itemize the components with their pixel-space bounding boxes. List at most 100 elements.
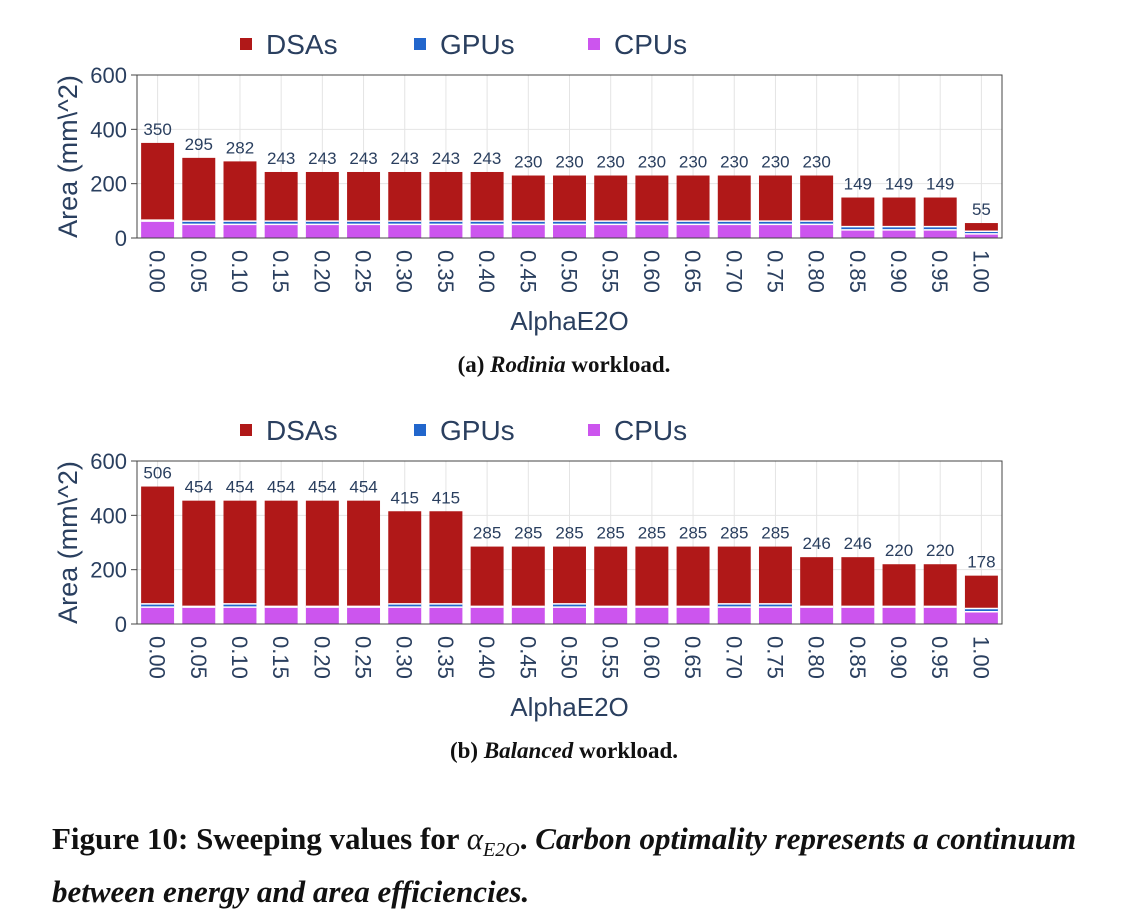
bar-segment-gpus	[717, 603, 751, 608]
bar-segment-dsas	[717, 546, 751, 604]
bar-segment-gpus	[264, 221, 298, 225]
bar-segment-cpus	[676, 607, 710, 624]
bar-total-label: 230	[802, 153, 830, 172]
bar-segment-cpus	[470, 224, 504, 238]
bar-segment-dsas	[800, 557, 834, 607]
y-tick-label: 0	[115, 612, 127, 637]
bar-total-label: 506	[143, 464, 171, 483]
rodinia-area-chart: DSAs GPUs CPUs 0 200 400 600 350 0.00 295 0.05 282 0…	[53, 29, 1003, 336]
bar-total-label: 149	[844, 175, 872, 194]
bar-segment-cpus	[717, 607, 751, 624]
bar-total-label: 285	[555, 524, 583, 543]
bar-total-label: 230	[761, 153, 789, 172]
x-tick-label: 0.00	[145, 636, 170, 679]
bar-total-label: 246	[844, 534, 872, 553]
bar-segment-gpus	[141, 603, 175, 608]
bar-segment-gpus	[841, 226, 875, 230]
bar-segment-dsas	[923, 564, 957, 607]
bar-segment-dsas	[429, 171, 463, 222]
bar-total-label: 285	[679, 524, 707, 543]
bar-segment-gpus	[758, 603, 792, 608]
bar-segment-dsas	[305, 500, 339, 607]
bar-segment-gpus	[223, 221, 257, 225]
x-tick-label: 0.90	[886, 250, 911, 293]
legend-label-dsas: DSAs	[266, 415, 338, 446]
x-tick-label: 0.30	[392, 636, 417, 679]
x-tick-label: 0.80	[804, 250, 829, 293]
legend-label-gpus: GPUs	[440, 29, 515, 60]
bar-segment-cpus	[800, 607, 834, 624]
bar-segment-dsas	[511, 175, 545, 222]
bar-segment-cpus	[553, 607, 586, 624]
x-tick-label: 0.35	[433, 636, 458, 679]
bar-segment-cpus	[182, 607, 216, 624]
bar-segment-gpus	[594, 221, 628, 225]
legend-label-gpus: GPUs	[440, 415, 515, 446]
figure-caption-alpha-sub: E2O	[483, 839, 520, 862]
bar-segment-cpus	[964, 233, 998, 238]
bar-segment-gpus	[388, 221, 422, 225]
bar-segment-cpus	[305, 224, 339, 238]
caption-b-suffix: workload.	[573, 738, 679, 763]
bar-segment-cpus	[223, 224, 257, 238]
x-axis-title: AlphaE2O	[510, 306, 629, 336]
x-tick-label: 0.70	[721, 250, 746, 293]
bar-segment-gpus	[717, 221, 751, 225]
bar-segment-gpus	[553, 221, 586, 225]
y-tick-label: 600	[90, 449, 127, 474]
bar-segment-gpus	[800, 221, 834, 225]
bar-segment-dsas	[388, 511, 422, 604]
bar-segment-dsas	[429, 511, 463, 604]
x-tick-label: 0.15	[268, 636, 293, 679]
x-tick-label: 0.95	[927, 250, 952, 293]
bar-segment-dsas	[758, 546, 792, 604]
x-tick-label: 0.25	[351, 636, 376, 679]
bar-segment-dsas	[594, 546, 628, 607]
figure-caption-italic: Carbon optimality represents a continuum…	[52, 821, 1077, 910]
bar-segment-dsas	[923, 197, 957, 227]
x-tick-label: 1.00	[968, 636, 993, 679]
bar-total-label: 295	[185, 135, 213, 154]
x-tick-label: 0.40	[474, 250, 499, 293]
bar-total-label: 282	[226, 138, 254, 157]
bar-segment-dsas	[141, 142, 175, 221]
bar-segment-cpus	[758, 607, 792, 624]
bar-total-label: 454	[267, 478, 295, 497]
legend-label-dsas: DSAs	[266, 29, 338, 60]
bar-segment-cpus	[511, 224, 545, 238]
bar-segment-dsas	[470, 546, 504, 607]
x-tick-label: 0.45	[515, 636, 540, 679]
bar-segment-cpus	[923, 607, 957, 624]
figure-caption-separator: .	[519, 821, 536, 856]
bar-total-label: 350	[143, 120, 171, 139]
x-tick-label: 0.50	[557, 636, 582, 679]
bar-segment-cpus	[388, 224, 422, 238]
bar-segment-dsas	[223, 500, 257, 604]
bar-total-label: 220	[926, 541, 954, 560]
bar-segment-dsas	[470, 171, 504, 222]
x-tick-label: 0.10	[227, 250, 252, 293]
bar-segment-dsas	[676, 175, 710, 222]
bar-segment-dsas	[717, 175, 751, 222]
bar-segment-dsas	[347, 171, 381, 222]
bar-segment-cpus	[141, 607, 175, 624]
bar-segment-cpus	[964, 611, 998, 624]
bar-segment-cpus	[264, 224, 298, 238]
bar-total-label: 285	[597, 524, 625, 543]
bar-total-label: 230	[597, 153, 625, 172]
x-tick-label: 0.00	[145, 250, 170, 293]
x-tick-label: 0.75	[762, 250, 787, 293]
y-tick-label: 400	[90, 117, 127, 142]
x-tick-label: 0.65	[680, 636, 705, 679]
bar-segment-gpus	[182, 221, 216, 225]
caption-b-italic: Balanced	[483, 738, 574, 763]
x-tick-label: 0.75	[762, 636, 787, 679]
bar-segment-gpus	[882, 226, 916, 230]
bar-segment-dsas	[841, 197, 875, 227]
figure-caption-label: Figure 10: Sweeping values for	[52, 821, 467, 856]
legend-label-cpus: CPUs	[614, 415, 687, 446]
x-tick-label: 0.40	[474, 636, 499, 679]
bar-total-label: 243	[308, 149, 336, 168]
bar-total-label: 243	[267, 149, 295, 168]
x-tick-label: 0.20	[309, 250, 334, 293]
